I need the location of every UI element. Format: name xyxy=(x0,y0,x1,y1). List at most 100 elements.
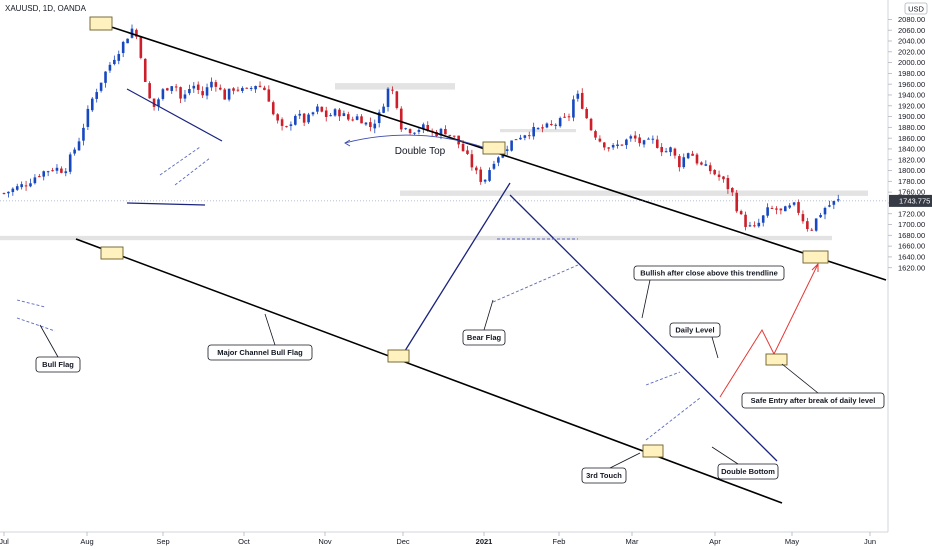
bear-flag-callout: Bear Flag xyxy=(462,299,506,346)
candle xyxy=(819,212,822,219)
last-price-badge xyxy=(889,194,932,207)
candle xyxy=(563,113,566,118)
candle xyxy=(20,181,23,190)
bull-flag-top xyxy=(16,299,46,308)
candle xyxy=(166,87,169,91)
candle xyxy=(505,145,509,156)
candle xyxy=(497,156,500,167)
candle xyxy=(143,58,147,82)
double-top-label: Double Top xyxy=(395,146,446,157)
y-tick-label: 1640.00 xyxy=(898,253,925,262)
candle xyxy=(201,86,204,98)
candle xyxy=(355,113,359,121)
touch-box-daily-level xyxy=(765,353,788,366)
x-tick-label: Feb xyxy=(553,537,566,546)
candle xyxy=(108,61,112,73)
major-channel-callout: Major Channel Bull Flag xyxy=(207,313,313,361)
touch-box-third-touch xyxy=(642,444,664,458)
candle xyxy=(678,154,681,172)
candle xyxy=(603,142,606,151)
rising-flag-bottom xyxy=(645,397,701,441)
double-top-band xyxy=(335,83,455,90)
candle xyxy=(364,122,368,126)
candle xyxy=(258,81,262,88)
candle xyxy=(254,85,257,93)
trendline-callout: Bullish after close above this trendline xyxy=(633,265,785,319)
candle xyxy=(99,82,103,93)
candle xyxy=(466,145,469,156)
candle xyxy=(717,170,721,181)
y-tick-label: 1700.00 xyxy=(898,220,925,229)
trendline-callout-box xyxy=(633,265,785,281)
candle xyxy=(285,125,288,128)
y-tick-label: 1820.00 xyxy=(898,155,925,164)
candle xyxy=(616,140,619,149)
candle xyxy=(753,221,756,228)
candle xyxy=(369,117,372,132)
candle xyxy=(735,189,739,213)
candle xyxy=(572,95,575,122)
y-tick-label: 1880.00 xyxy=(898,123,925,132)
candle xyxy=(739,209,743,215)
rising-trendline xyxy=(402,182,511,355)
y-tick-label: 2060.00 xyxy=(898,26,925,35)
candle xyxy=(245,87,249,89)
candle xyxy=(686,152,690,160)
candle xyxy=(704,160,708,167)
candle xyxy=(38,173,41,178)
candle xyxy=(267,85,271,102)
triangle-dash-a xyxy=(159,146,201,176)
safe-entry-callout-box xyxy=(741,392,885,409)
candle xyxy=(836,194,840,203)
candle xyxy=(452,135,456,139)
candle xyxy=(294,114,297,126)
candle xyxy=(73,147,76,156)
candle xyxy=(691,150,694,156)
candle xyxy=(68,152,72,175)
candle xyxy=(236,86,240,93)
daily-level-callout-box xyxy=(669,322,721,338)
candle xyxy=(545,122,549,129)
candle xyxy=(713,169,716,176)
candle xyxy=(46,170,50,177)
candle xyxy=(554,123,558,130)
channel-lower-line xyxy=(75,238,783,504)
candle xyxy=(210,77,213,91)
candle xyxy=(170,86,174,94)
touch-box-channel-low xyxy=(100,246,124,260)
candle xyxy=(576,90,580,102)
y-tick-label: 2020.00 xyxy=(898,47,925,56)
candle xyxy=(104,71,107,88)
y-axis-background xyxy=(888,0,932,550)
touch-box-double-top xyxy=(482,141,506,155)
candle xyxy=(271,100,275,116)
x-tick-label: Sep xyxy=(156,537,169,546)
candle xyxy=(135,28,138,40)
candle xyxy=(417,127,421,135)
candle xyxy=(797,199,800,216)
candle xyxy=(788,203,791,210)
third-touch-callout-box xyxy=(581,467,627,484)
y-tick-label: 2040.00 xyxy=(898,37,925,46)
candle xyxy=(126,38,129,44)
triangle-dash-b xyxy=(174,157,211,186)
candle xyxy=(179,86,182,103)
y-tick-label: 1980.00 xyxy=(898,69,925,78)
candle xyxy=(249,86,253,92)
bear-flag-callout-label: Bear Flag xyxy=(467,333,502,342)
daily-level-band xyxy=(400,190,868,196)
candle xyxy=(148,81,151,99)
double-bottom-callout-label: Double Bottom xyxy=(721,467,775,476)
rising-flag-top xyxy=(645,371,681,386)
candle xyxy=(15,183,19,191)
candle xyxy=(783,205,787,212)
third-touch-callout-label: 3rd Touch xyxy=(586,471,622,480)
candle xyxy=(232,87,235,95)
candle xyxy=(227,88,231,102)
candle xyxy=(95,88,98,103)
candle xyxy=(757,218,761,228)
x-axis-background xyxy=(0,532,932,550)
touch-box-december xyxy=(387,349,410,363)
candle xyxy=(408,128,412,135)
